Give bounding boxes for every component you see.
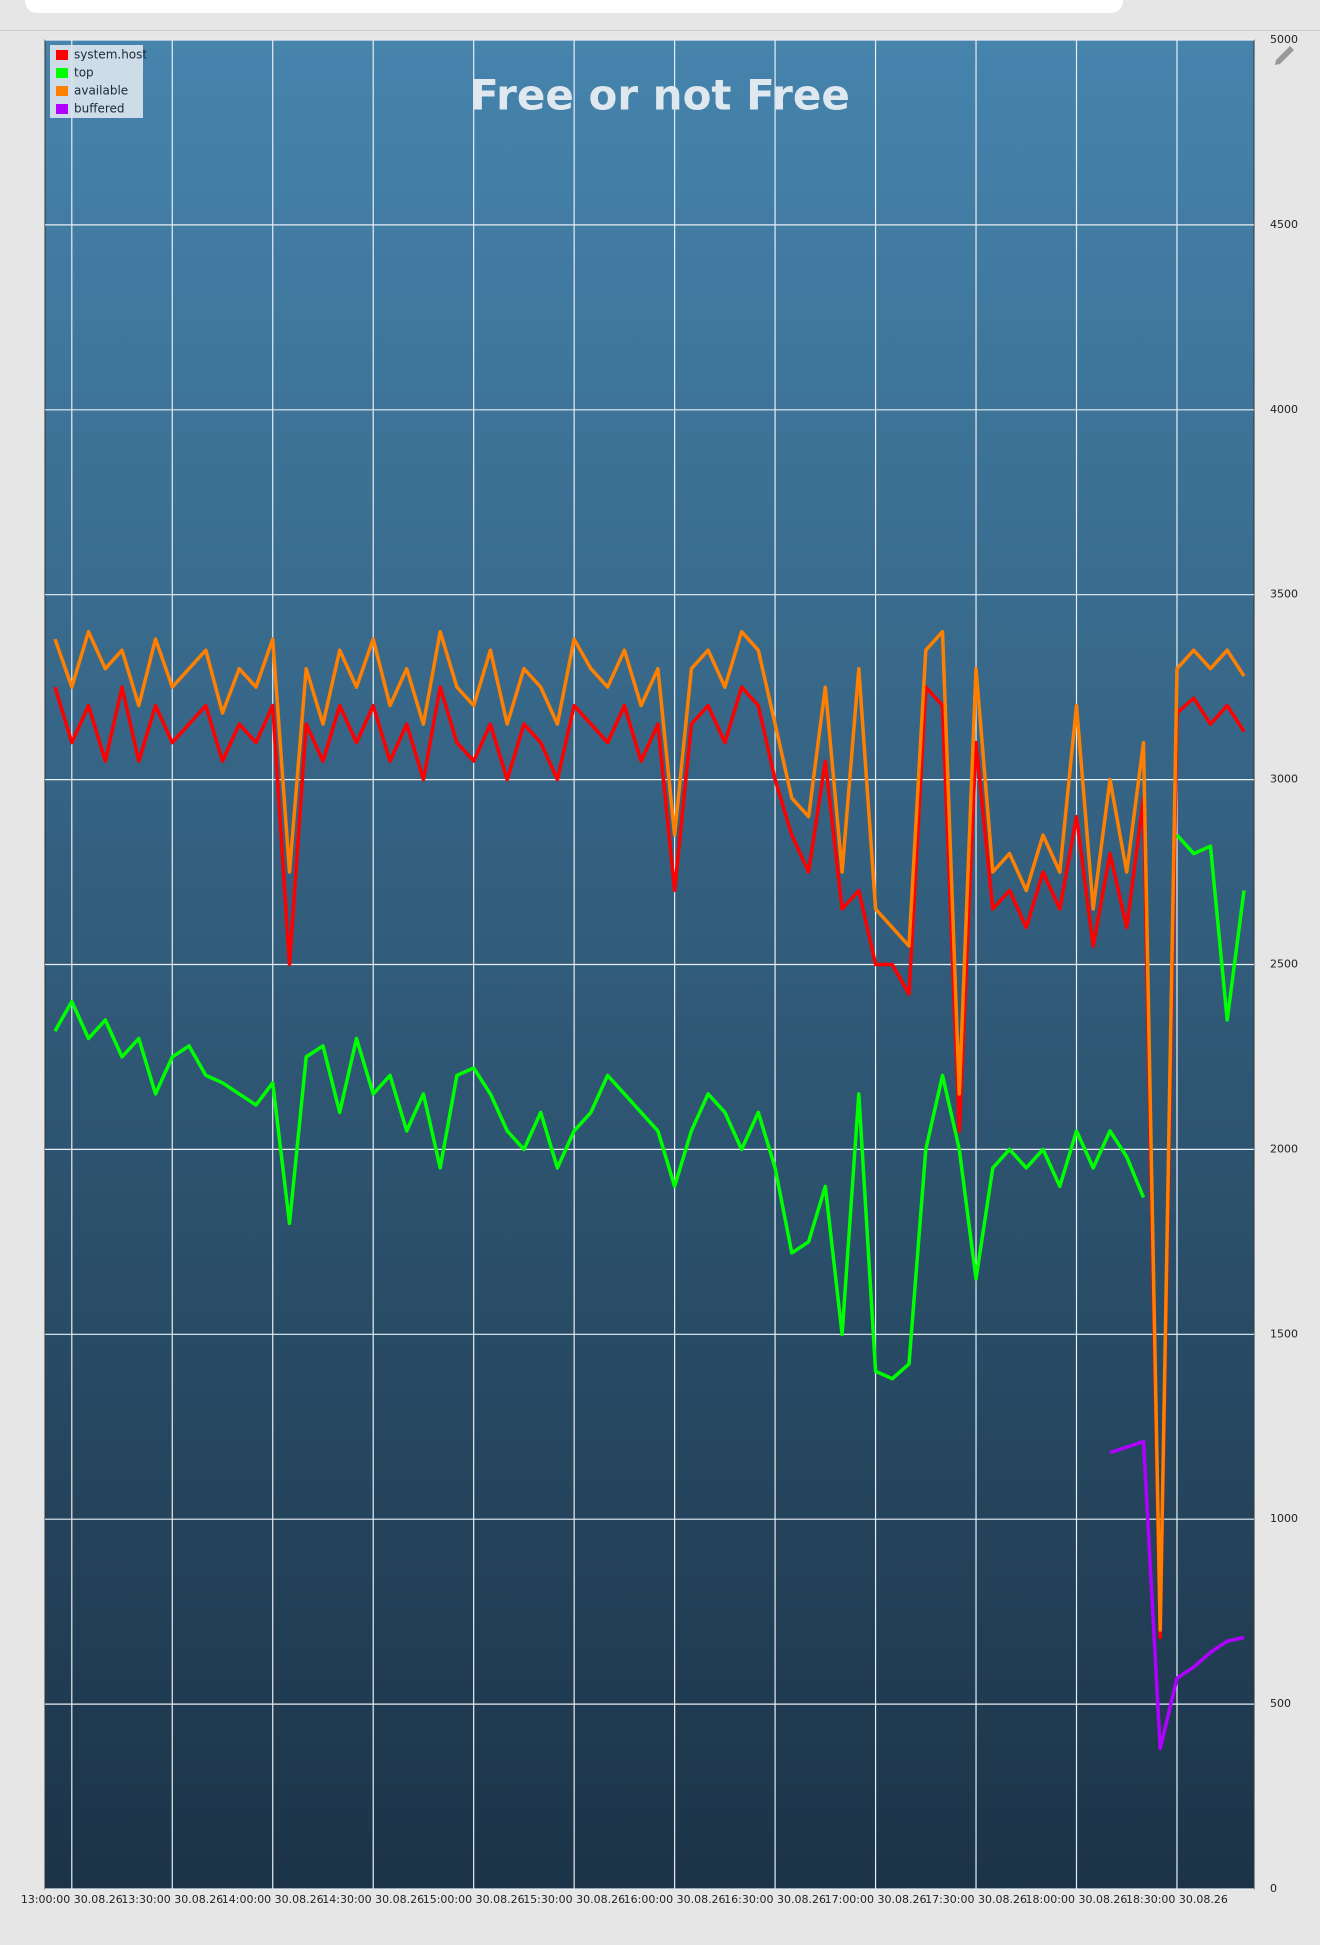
x-tick-label: 15:30:00 30.08.26: [523, 1893, 625, 1906]
x-tick-label: 17:00:00 30.08.26: [825, 1893, 927, 1906]
y-tick-label: 500: [1270, 1697, 1291, 1710]
x-tick-label: 17:30:00 30.08.26: [925, 1893, 1027, 1906]
divider: [0, 30, 1320, 31]
y-tick-label: 2000: [1270, 1142, 1298, 1155]
legend-swatch: [56, 50, 68, 60]
y-tick-label: 4000: [1270, 403, 1298, 416]
x-tick-label: 15:00:00 30.08.26: [423, 1893, 525, 1906]
x-tick-label: 13:00:00 30.08.26: [21, 1893, 123, 1906]
x-tick-label: 13:30:00 30.08.26: [121, 1893, 223, 1906]
chart-title: Free or not Free: [470, 71, 850, 120]
y-tick-label: 4500: [1270, 218, 1298, 231]
legend: system.host top available buffered: [50, 45, 147, 118]
y-tick-label: 3500: [1270, 588, 1298, 601]
y-tick-label: 0: [1270, 1882, 1277, 1895]
legend-label: available: [74, 84, 128, 98]
y-tick-label: 2500: [1270, 958, 1298, 971]
x-tick-label: 14:30:00 30.08.26: [322, 1893, 424, 1906]
series-line: [53, 685, 1246, 1640]
edit-icon[interactable]: [1275, 46, 1294, 65]
grid: [45, 39, 1254, 1890]
y-tick-label: 5000: [1270, 33, 1298, 46]
series-line: [53, 629, 1246, 1632]
search-bar[interactable]: [25, 0, 1123, 13]
legend-label: buffered: [74, 102, 125, 116]
y-tick-label: 1000: [1270, 1512, 1298, 1525]
x-tick-label: 14:00:00 30.08.26: [222, 1893, 324, 1906]
series-line: [53, 833, 1246, 1381]
legend-swatch: [56, 68, 68, 78]
lines: [53, 629, 1246, 1751]
x-tick-label: 18:00:00 30.08.26: [1026, 1893, 1128, 1906]
x-tick-label: 16:00:00 30.08.26: [624, 1893, 726, 1906]
series-line: [1109, 1439, 1245, 1751]
legend-swatch: [56, 86, 68, 96]
x-tick-label: 16:30:00 30.08.26: [724, 1893, 826, 1906]
y-tick-label: 3000: [1270, 773, 1298, 786]
y-tick-label: 1500: [1270, 1327, 1298, 1340]
legend-label: top: [74, 66, 94, 80]
x-tick-label: 18:30:00 30.08.26: [1126, 1893, 1228, 1906]
legend-swatch: [56, 104, 68, 114]
legend-label: system.host: [74, 48, 147, 62]
